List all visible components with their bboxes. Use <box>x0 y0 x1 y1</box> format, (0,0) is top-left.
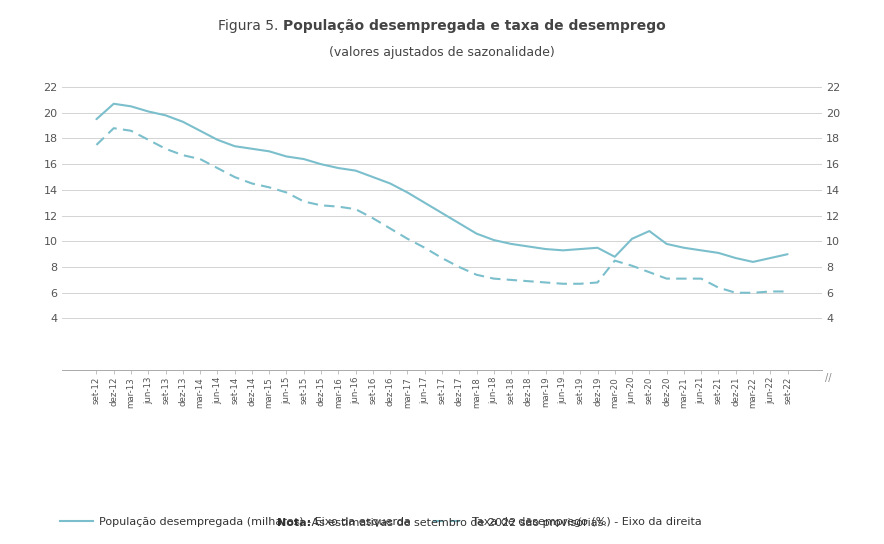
Text: As estimativas de setembro de 2022 são provisórias.: As estimativas de setembro de 2022 são p… <box>308 517 606 528</box>
Text: Nota:: Nota: <box>278 518 312 528</box>
Text: //: // <box>825 373 831 382</box>
Text: (valores ajustados de sazonalidade): (valores ajustados de sazonalidade) <box>329 46 555 59</box>
Text: Figura 5.: Figura 5. <box>218 19 283 33</box>
Legend: População desempregada (milhares) - Eixo da esquerda, Taxa de desemprego (%) - E: População desempregada (milhares) - Eixo… <box>60 517 702 527</box>
Text: População desempregada e taxa de desemprego: População desempregada e taxa de desempr… <box>283 19 666 33</box>
